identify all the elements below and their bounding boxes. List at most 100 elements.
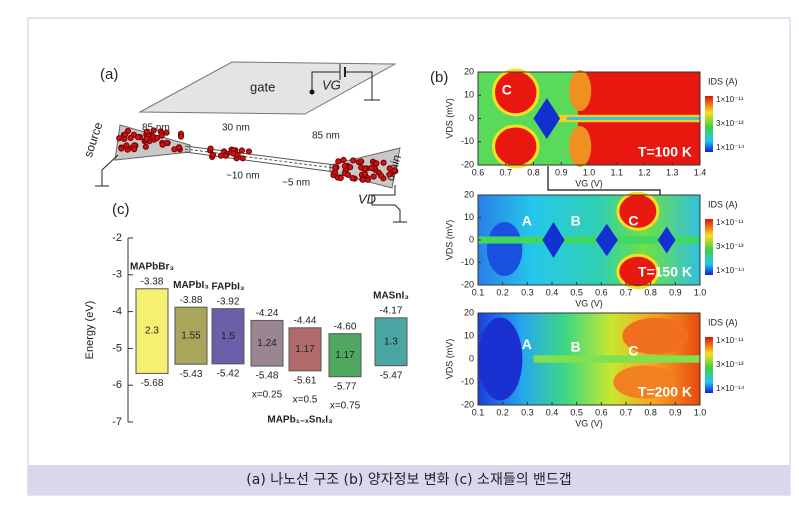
particle — [350, 176, 355, 181]
y-tick-label: 0 — [469, 113, 474, 123]
particle — [124, 143, 129, 148]
particle — [369, 165, 374, 170]
gap-label: 1.17 — [335, 350, 355, 361]
x-tick-label: 0.3 — [521, 407, 534, 417]
temperature: T=150 K — [638, 264, 692, 280]
y-tick-label: -10 — [461, 257, 474, 267]
material-name: FAPbI₃ — [212, 281, 245, 292]
particle — [135, 135, 140, 140]
panel-label: (c) — [112, 201, 130, 218]
x-tick-label: 0.7 — [499, 167, 512, 177]
region-label: B — [571, 213, 581, 229]
lumo-label: -4.24 — [256, 308, 279, 319]
particle — [176, 145, 181, 150]
y-tick-label: -10 — [461, 376, 474, 386]
y-tick-label: -7 — [112, 416, 122, 428]
colorbar-tick-label: 1×10⁻¹⁴ — [716, 384, 745, 393]
particle — [371, 174, 376, 179]
x-tick-label: 1.0 — [694, 407, 707, 417]
particle — [341, 157, 346, 162]
y-tick-label: -2 — [112, 232, 122, 244]
colorbar-title: IDS (A) — [708, 199, 738, 209]
colorbar-tick-label: 1×10⁻¹¹ — [716, 218, 744, 227]
x-tick-label: 1.0 — [583, 167, 596, 177]
region-label: A — [522, 213, 532, 229]
material-name: MAPbBr₃ — [130, 261, 174, 272]
y-tick-label: 20 — [464, 66, 474, 76]
particle — [365, 177, 370, 182]
particle — [333, 165, 338, 170]
colorbar-tick-label: 3×10⁻¹³ — [716, 242, 744, 251]
gap-label: 1.55 — [181, 330, 201, 341]
particle — [231, 151, 236, 156]
colorbar-title: IDS (A) — [708, 317, 738, 327]
x-tick-label: 0.6 — [595, 407, 608, 417]
colorbar-tick-label: 1×10⁻¹¹ — [716, 95, 744, 104]
colorbar — [705, 219, 713, 275]
colorbar — [705, 96, 713, 152]
x-axis-label: VG (V) — [575, 418, 603, 428]
y-axis-label: VDS (mV) — [444, 220, 454, 261]
particle — [143, 144, 148, 149]
contact — [310, 90, 315, 95]
x-tick-label: 0.8 — [527, 167, 540, 177]
y-tick-label: -4 — [112, 306, 122, 318]
panel-label: (b) — [430, 69, 448, 86]
region-label: C — [502, 81, 512, 97]
particle — [246, 149, 251, 154]
particle — [378, 173, 383, 178]
colorbar-tick-label: 3×10⁻¹³ — [716, 360, 744, 369]
colorbar-tick-label: 1×10⁻¹¹ — [716, 336, 744, 345]
homo-label: -5.77 — [334, 381, 357, 392]
gap-label: 1.24 — [257, 338, 277, 349]
homo-label: -5.68 — [141, 378, 164, 389]
gate-voltage: VG — [322, 77, 341, 92]
y-tick-label: -20 — [461, 399, 474, 409]
region-label: C — [628, 342, 638, 358]
material-name: MAPbI₃ — [173, 280, 209, 291]
gap-label: 1.3 — [384, 336, 398, 347]
lumo-label: -4.44 — [294, 315, 317, 326]
gate-label: gate — [250, 79, 275, 94]
heat-region — [569, 126, 591, 167]
colorbar-title: IDS (A) — [708, 76, 738, 86]
y-tick-label: -6 — [112, 379, 122, 391]
particle — [362, 171, 367, 176]
particle — [144, 136, 149, 141]
x-axis-label: VG (V) — [575, 178, 603, 188]
particle — [223, 153, 228, 158]
homo-label: -5.47 — [380, 370, 403, 381]
y-tick-label: 20 — [464, 307, 474, 317]
source-label: source — [81, 120, 106, 159]
x-tick-label: 0.8 — [644, 407, 657, 417]
colorbar-tick-label: 3×10⁻¹³ — [716, 119, 744, 128]
x-tick-label: 0.5 — [570, 287, 583, 297]
particle — [128, 135, 133, 140]
particle — [381, 160, 386, 165]
colorbar — [705, 337, 713, 393]
x-tick-label: 0.9 — [669, 287, 682, 297]
material-name: x=0.75 — [330, 400, 361, 411]
particle — [119, 146, 124, 151]
y-axis-label: VDS (mV) — [444, 98, 454, 139]
material-name: MASnI₃ — [373, 290, 409, 301]
x-tick-label: 0.5 — [570, 407, 583, 417]
panel-a: (a) gate VG source drain VD 85 nm 30 nm … — [81, 62, 407, 222]
particle — [392, 168, 397, 173]
x-tick-label: 0.2 — [496, 287, 509, 297]
region-label: A — [522, 336, 532, 352]
lumo-label: -4.17 — [380, 305, 403, 316]
x-tick-label: 0.7 — [620, 287, 633, 297]
drain-voltage: VD — [358, 191, 376, 206]
y-tick-label: 10 — [464, 212, 474, 222]
lumo-label: -3.38 — [141, 276, 164, 287]
particle — [239, 148, 244, 153]
group-label: MAPb₁₋ₓSnₓI₃ — [267, 415, 333, 426]
y-tick-label: -3 — [112, 269, 122, 281]
y-tick-label: 10 — [464, 330, 474, 340]
y-tick-label: 0 — [469, 234, 474, 244]
y-tick-label: -20 — [461, 279, 474, 289]
particle — [151, 128, 156, 133]
particle — [208, 146, 213, 151]
homo-label: -5.42 — [217, 368, 240, 379]
